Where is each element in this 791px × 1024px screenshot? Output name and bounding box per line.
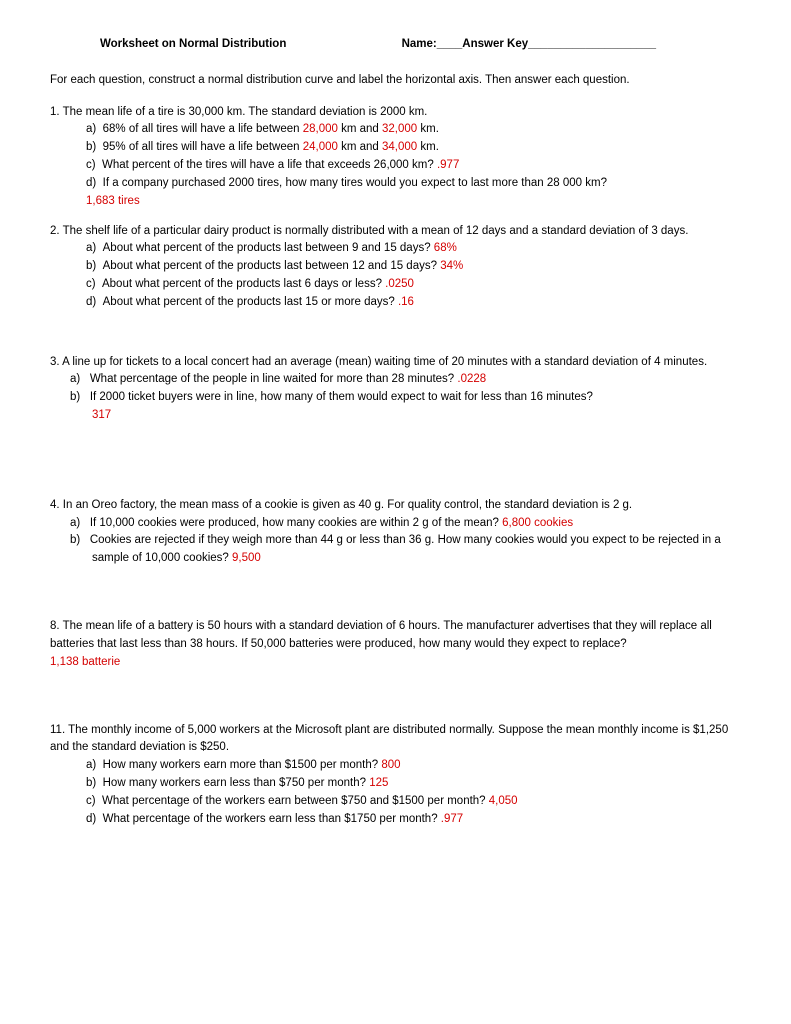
q1-b: b) 95% of all tires will have a life bet…: [86, 139, 741, 157]
q8-ans: 1,138 batterie: [50, 654, 741, 672]
q1-a-ans2: 32,000: [382, 123, 417, 135]
q2-d: d) About what percent of the products la…: [86, 294, 741, 312]
q4-b: b) Cookies are rejected if they weigh mo…: [70, 532, 741, 568]
q1-a: a) 68% of all tires will have a life bet…: [86, 121, 741, 139]
question-1: 1. The mean life of a tire is 30,000 km.…: [50, 104, 741, 211]
q1-b-ans2: 34,000: [382, 141, 417, 153]
worksheet-header: Worksheet on Normal Distribution Name:__…: [100, 36, 741, 54]
q3-prompt: 3. A line up for tickets to a local conc…: [50, 354, 741, 372]
q4-a-ans: 6,800 cookies: [502, 517, 573, 529]
q1-c-ans: .977: [437, 159, 459, 171]
q4-a: a) If 10,000 cookies were produced, how …: [70, 515, 741, 533]
q3-b: b) If 2000 ticket buyers were in line, h…: [70, 389, 741, 407]
q3-subitems: a) What percentage of the people in line…: [70, 371, 741, 407]
q3-a: a) What percentage of the people in line…: [70, 371, 741, 389]
question-8: 8. The mean life of a battery is 50 hour…: [50, 618, 741, 671]
q1-d: d) If a company purchased 2000 tires, ho…: [86, 175, 741, 193]
name-field: Name:____Answer Key____________________: [402, 36, 657, 54]
q1-d-ans: 1,683 tires: [86, 193, 741, 211]
instructions-text: For each question, construct a normal di…: [50, 72, 741, 90]
question-3: 3. A line up for tickets to a local conc…: [50, 354, 741, 425]
q3-a-ans: .0228: [457, 373, 486, 385]
question-2: 2. The shelf life of a particular dairy …: [50, 223, 741, 312]
q11-subitems: a) How many workers earn more than $1500…: [86, 757, 741, 828]
q2-b: b) About what percent of the products la…: [86, 258, 741, 276]
q2-c-ans: .0250: [385, 278, 414, 290]
q2-prompt: 2. The shelf life of a particular dairy …: [50, 223, 741, 241]
worksheet-title: Worksheet on Normal Distribution: [100, 36, 286, 54]
q11-a: a) How many workers earn more than $1500…: [86, 757, 741, 775]
question-11: 11. The monthly income of 5,000 workers …: [50, 722, 741, 829]
q4-b-ans: 9,500: [232, 552, 261, 564]
q2-a: a) About what percent of the products la…: [86, 240, 741, 258]
q1-b-ans1: 24,000: [303, 141, 338, 153]
q2-b-ans: 34%: [440, 260, 463, 272]
q2-d-ans: .16: [398, 296, 414, 308]
q4-subitems: a) If 10,000 cookies were produced, how …: [70, 515, 741, 568]
q11-c: c) What percentage of the workers earn b…: [86, 793, 741, 811]
q3-b-ans: 317: [92, 407, 741, 425]
q11-b-ans: 125: [369, 777, 388, 789]
q11-prompt: 11. The monthly income of 5,000 workers …: [50, 722, 741, 758]
q2-a-ans: 68%: [434, 242, 457, 254]
q11-c-ans: 4,050: [489, 795, 518, 807]
q11-b: b) How many workers earn less than $750 …: [86, 775, 741, 793]
q1-c: c) What percent of the tires will have a…: [86, 157, 741, 175]
q2-subitems: a) About what percent of the products la…: [86, 240, 741, 311]
q1-subitems: a) 68% of all tires will have a life bet…: [86, 121, 741, 192]
q1-prompt: 1. The mean life of a tire is 30,000 km.…: [50, 104, 741, 122]
q8-prompt: 8. The mean life of a battery is 50 hour…: [50, 618, 741, 654]
q11-d: d) What percentage of the workers earn l…: [86, 811, 741, 829]
question-4: 4. In an Oreo factory, the mean mass of …: [50, 497, 741, 568]
q1-a-ans1: 28,000: [303, 123, 338, 135]
q2-c: c) About what percent of the products la…: [86, 276, 741, 294]
q11-d-ans: .977: [441, 813, 463, 825]
q11-a-ans: 800: [381, 759, 400, 771]
q4-prompt: 4. In an Oreo factory, the mean mass of …: [50, 497, 741, 515]
